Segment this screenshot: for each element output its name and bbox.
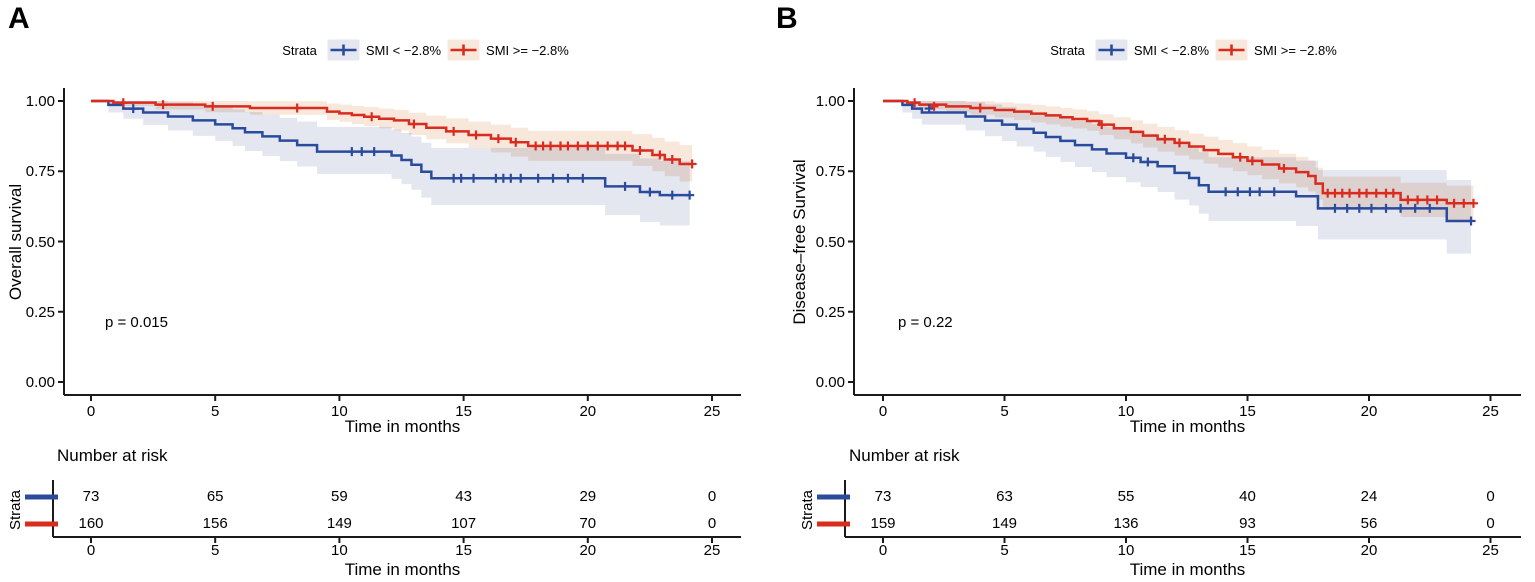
risk-x-tick-label: 10 bbox=[1117, 542, 1135, 559]
legend-key-blue-icon bbox=[327, 39, 360, 61]
x-tick-label: 5 bbox=[211, 403, 220, 420]
x-tick-label: 0 bbox=[878, 403, 888, 420]
risk-count: 0 bbox=[1486, 515, 1495, 532]
risk-count: 93 bbox=[1239, 515, 1256, 532]
km-plot-b bbox=[817, 88, 1521, 543]
risk-count: 149 bbox=[326, 515, 352, 532]
risk-x-tick-label: 5 bbox=[1000, 542, 1009, 559]
risk-x-tick-label: 25 bbox=[1482, 542, 1499, 559]
x-tick-label: 25 bbox=[703, 403, 721, 420]
risk-x-tick-label: 0 bbox=[878, 542, 888, 559]
x-tick-label: 10 bbox=[331, 403, 348, 420]
risk-x-tick-label: 20 bbox=[1360, 542, 1378, 559]
risk-count: 159 bbox=[870, 515, 896, 532]
risk-x-tick-label: 15 bbox=[1239, 542, 1256, 559]
panel-label-b: B bbox=[776, 2, 798, 35]
risk-count: 107 bbox=[451, 515, 477, 532]
p-value: p = 0.22 bbox=[898, 314, 953, 331]
risk-x-tick-label: 5 bbox=[211, 542, 220, 559]
risk-count: 160 bbox=[78, 515, 104, 532]
legend-key-blue-icon bbox=[1095, 39, 1128, 61]
x-tick-label: 5 bbox=[1000, 403, 1009, 420]
y-tick-label: 0.00 bbox=[25, 374, 55, 391]
risk-count: 73 bbox=[82, 488, 100, 505]
legend: Strata SMI < −2.8% SMI >= −2.8% bbox=[868, 38, 1519, 62]
legend: Strata SMI < −2.8% SMI >= −2.8% bbox=[100, 38, 751, 62]
risk-count: 73 bbox=[874, 488, 892, 505]
y-tick-label: 1.00 bbox=[815, 93, 845, 110]
risk-count: 136 bbox=[1113, 515, 1139, 532]
y-tick-label: 0.00 bbox=[815, 374, 845, 391]
risk-count: 56 bbox=[1360, 515, 1378, 532]
risk-count: 0 bbox=[1486, 488, 1495, 505]
legend-label-blue: SMI < −2.8% bbox=[1133, 42, 1210, 58]
risk-count: 156 bbox=[202, 515, 228, 532]
x-axis-title: Time in months bbox=[344, 417, 461, 436]
legend-title: Strata bbox=[1050, 42, 1085, 58]
y-tick-label: 0.50 bbox=[815, 233, 845, 251]
y-tick-label: 0.50 bbox=[25, 233, 55, 251]
risk-count: 43 bbox=[455, 488, 472, 505]
y-tick-label: 0.25 bbox=[25, 303, 55, 321]
risk-table-title: Number at risk bbox=[849, 446, 960, 465]
y-tick-label: 0.25 bbox=[815, 303, 845, 321]
risk-count: 0 bbox=[707, 488, 717, 505]
risk-count: 65 bbox=[206, 488, 224, 505]
legend-label-red: SMI >= −2.8% bbox=[486, 42, 569, 58]
risk-x-tick-label: 0 bbox=[86, 542, 96, 559]
risk-table-x-axis-title: Time in months bbox=[1129, 560, 1246, 579]
x-tick-label: 0 bbox=[86, 403, 96, 420]
x-tick-label: 20 bbox=[579, 403, 597, 420]
risk-count: 55 bbox=[1117, 488, 1135, 505]
legend-key-red-icon bbox=[447, 39, 480, 61]
risk-x-tick-label: 25 bbox=[703, 542, 721, 559]
x-tick-label: 15 bbox=[1239, 403, 1256, 420]
risk-count: 0 bbox=[707, 515, 717, 532]
km-plot-a bbox=[25, 88, 741, 543]
panel-label-a: A bbox=[8, 2, 30, 35]
legend-key-red-icon bbox=[1215, 39, 1248, 61]
x-tick-label: 25 bbox=[1482, 403, 1499, 420]
y-tick-label: 0.75 bbox=[815, 163, 845, 181]
x-tick-label: 10 bbox=[1117, 403, 1135, 420]
risk-x-tick-label: 10 bbox=[331, 542, 348, 559]
risk-x-tick-label: 15 bbox=[455, 542, 472, 559]
legend-label-blue: SMI < −2.8% bbox=[365, 42, 442, 58]
panel-overall-survival: A Strata SMI < −2.8% SMI >= −2.8% Overal… bbox=[0, 0, 767, 582]
risk-count: 29 bbox=[579, 488, 597, 505]
risk-table-x-axis-title: Time in months bbox=[344, 560, 461, 579]
x-tick-label: 20 bbox=[1360, 403, 1378, 420]
risk-count: 149 bbox=[991, 515, 1018, 532]
x-tick-label: 15 bbox=[455, 403, 472, 420]
risk-x-tick-label: 20 bbox=[579, 542, 597, 559]
risk-count: 63 bbox=[996, 488, 1013, 505]
risk-table-title: Number at risk bbox=[57, 446, 168, 465]
x-axis-title: Time in months bbox=[1129, 417, 1246, 436]
y-tick-label: 0.75 bbox=[25, 163, 55, 181]
risk-count: 70 bbox=[579, 515, 597, 532]
risk-count: 40 bbox=[1239, 488, 1256, 505]
legend-label-red: SMI >= −2.8% bbox=[1254, 42, 1337, 58]
risk-count: 59 bbox=[331, 488, 348, 505]
risk-count: 24 bbox=[1360, 488, 1378, 505]
y-tick-label: 1.00 bbox=[25, 93, 55, 110]
panel-disease-free-survival: B Strata SMI < −2.8% SMI >= −2.8% Diseas… bbox=[768, 0, 1535, 582]
legend-title: Strata bbox=[282, 42, 317, 58]
p-value: p = 0.015 bbox=[105, 314, 168, 331]
